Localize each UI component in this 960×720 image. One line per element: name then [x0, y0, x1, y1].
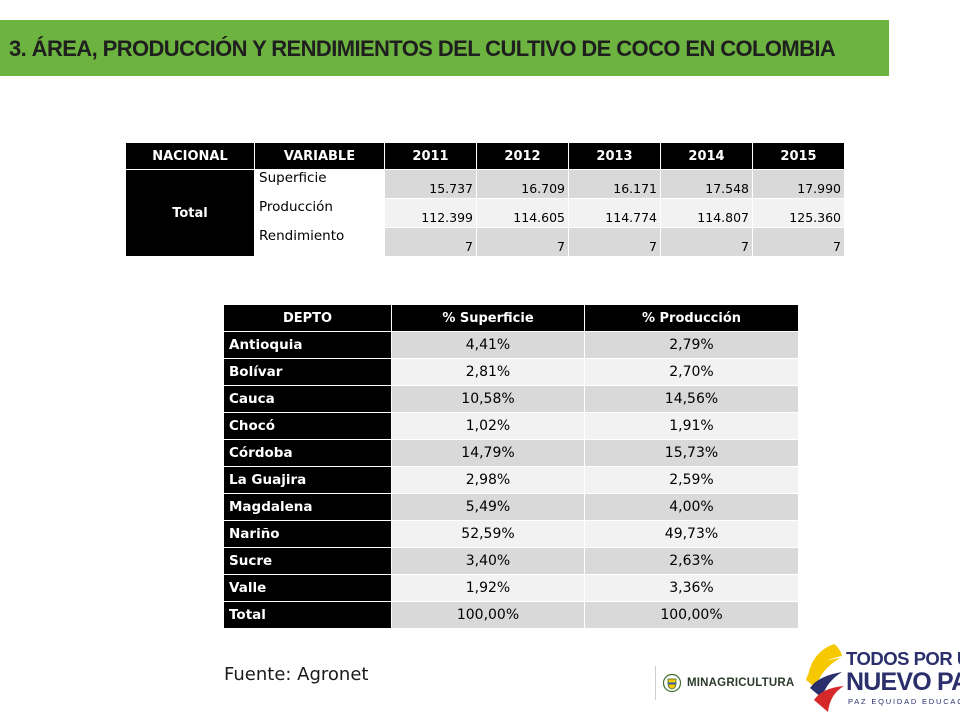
logo-divider [655, 666, 792, 700]
value-cell: 114.605 [476, 198, 569, 228]
superficie-cell: 14,79% [391, 439, 585, 467]
table-row: Producción 112.399 114.605 114.774 114.8… [126, 198, 845, 228]
value-cell: 112.399 [384, 198, 477, 228]
superficie-cell: 100,00% [391, 601, 585, 629]
header-produccion: % Producción [584, 304, 799, 332]
produccion-cell: 1,91% [584, 412, 799, 440]
header-2015: 2015 [752, 142, 845, 170]
value-cell: 7 [568, 227, 661, 257]
value-cell: 7 [752, 227, 845, 257]
superficie-cell: 2,98% [391, 466, 585, 494]
coat-of-arms-icon [663, 673, 681, 693]
superficie-cell: 1,92% [391, 574, 585, 602]
depto-cell: Magdalena [223, 493, 392, 521]
header-2011: 2011 [384, 142, 477, 170]
header-2013: 2013 [568, 142, 661, 170]
header-superficie: % Superficie [391, 304, 585, 332]
depto-cell: Antioquia [223, 331, 392, 359]
header-2012: 2012 [476, 142, 569, 170]
table-row: Nariño 52,59% 49,73% [223, 520, 799, 548]
variable-cell: Rendimiento [254, 227, 385, 257]
title-bar: 3. ÁREA, PRODUCCIÓN Y RENDIMIENTOS DEL C… [0, 20, 889, 76]
produccion-cell: 3,36% [584, 574, 799, 602]
table-row: Bolívar 2,81% 2,70% [223, 358, 799, 386]
table-row: Rendimiento 7 7 7 7 7 [126, 227, 845, 257]
national-header-row: NACIONAL VARIABLE 2011 2012 2013 2014 20… [125, 142, 845, 170]
produccion-cell: 2,59% [584, 466, 799, 494]
variable-cell: Producción [254, 198, 385, 228]
header-nacional: NACIONAL [125, 142, 255, 170]
superficie-cell: 4,41% [391, 331, 585, 359]
table-row: Sucre 3,40% 2,63% [223, 547, 799, 575]
value-cell: 7 [660, 227, 753, 257]
header-2014: 2014 [660, 142, 753, 170]
national-table: NACIONAL VARIABLE 2011 2012 2013 2014 20… [125, 142, 845, 257]
depto-cell: Total [223, 601, 392, 629]
minagricultura-logo: MINAGRICULTURA [655, 666, 795, 702]
value-cell: 7 [476, 227, 569, 257]
header-variable: VARIABLE [254, 142, 385, 170]
table-row: Total 100,00% 100,00% [223, 601, 799, 629]
produccion-cell: 15,73% [584, 439, 799, 467]
depto-cell: Cauca [223, 385, 392, 413]
page-title: 3. ÁREA, PRODUCCIÓN Y RENDIMIENTOS DEL C… [9, 36, 836, 61]
produccion-cell: 100,00% [584, 601, 799, 629]
value-cell: 114.807 [660, 198, 753, 228]
department-header-row: DEPTO % Superficie % Producción [223, 304, 799, 332]
superficie-cell: 1,02% [391, 412, 585, 440]
logo-line1: TODOS POR UN [846, 648, 960, 669]
depto-cell: Córdoba [223, 439, 392, 467]
table-row: Córdoba 14,79% 15,73% [223, 439, 799, 467]
table-row: Total Superficie 15.737 16.709 16.171 17… [125, 169, 845, 257]
produccion-cell: 14,56% [584, 385, 799, 413]
table-row: Valle 1,92% 3,36% [223, 574, 799, 602]
superficie-cell: 5,49% [391, 493, 585, 521]
depto-cell: Bolívar [223, 358, 392, 386]
produccion-cell: 2,70% [584, 358, 799, 386]
value-cell: 15.737 [384, 169, 477, 199]
table-row: Magdalena 5,49% 4,00% [223, 493, 799, 521]
superficie-cell: 10,58% [391, 385, 585, 413]
value-cell: 17.548 [660, 169, 753, 199]
table-row: La Guajira 2,98% 2,59% [223, 466, 799, 494]
value-cell: 17.990 [752, 169, 845, 199]
superficie-cell: 52,59% [391, 520, 585, 548]
superficie-cell: 3,40% [391, 547, 585, 575]
total-group-cell: Total [125, 169, 255, 257]
depto-cell: Sucre [223, 547, 392, 575]
minagricultura-label: MINAGRICULTURA [687, 677, 795, 689]
table-row: Cauca 10,58% 14,56% [223, 385, 799, 413]
value-cell: 16.709 [476, 169, 569, 199]
value-cell: 16.171 [568, 169, 661, 199]
value-cell: 7 [384, 227, 477, 257]
flag-swoosh-icon [806, 644, 844, 712]
value-cell: 125.360 [752, 198, 845, 228]
department-table: DEPTO % Superficie % Producción Antioqui… [223, 304, 799, 629]
depto-cell: Chocó [223, 412, 392, 440]
header-depto: DEPTO [223, 304, 392, 332]
source-note: Fuente: Agronet [224, 664, 369, 685]
todos-por-un-nuevo-pais-logo: TODOS POR UN NUEVO PAÍS PAZ EQUIDAD EDUC… [800, 640, 960, 720]
produccion-cell: 2,79% [584, 331, 799, 359]
depto-cell: La Guajira [223, 466, 392, 494]
table-row: Antioquia 4,41% 2,79% [223, 331, 799, 359]
logo-line2: NUEVO PAÍS [846, 668, 960, 696]
produccion-cell: 4,00% [584, 493, 799, 521]
depto-cell: Nariño [223, 520, 392, 548]
produccion-cell: 2,63% [584, 547, 799, 575]
depto-cell: Valle [223, 574, 392, 602]
superficie-cell: 2,81% [391, 358, 585, 386]
logo-line3: PAZ EQUIDAD EDUCACIÓN [848, 697, 960, 706]
produccion-cell: 49,73% [584, 520, 799, 548]
variable-cell: Superficie [254, 169, 385, 199]
table-row: Chocó 1,02% 1,91% [223, 412, 799, 440]
value-cell: 114.774 [568, 198, 661, 228]
